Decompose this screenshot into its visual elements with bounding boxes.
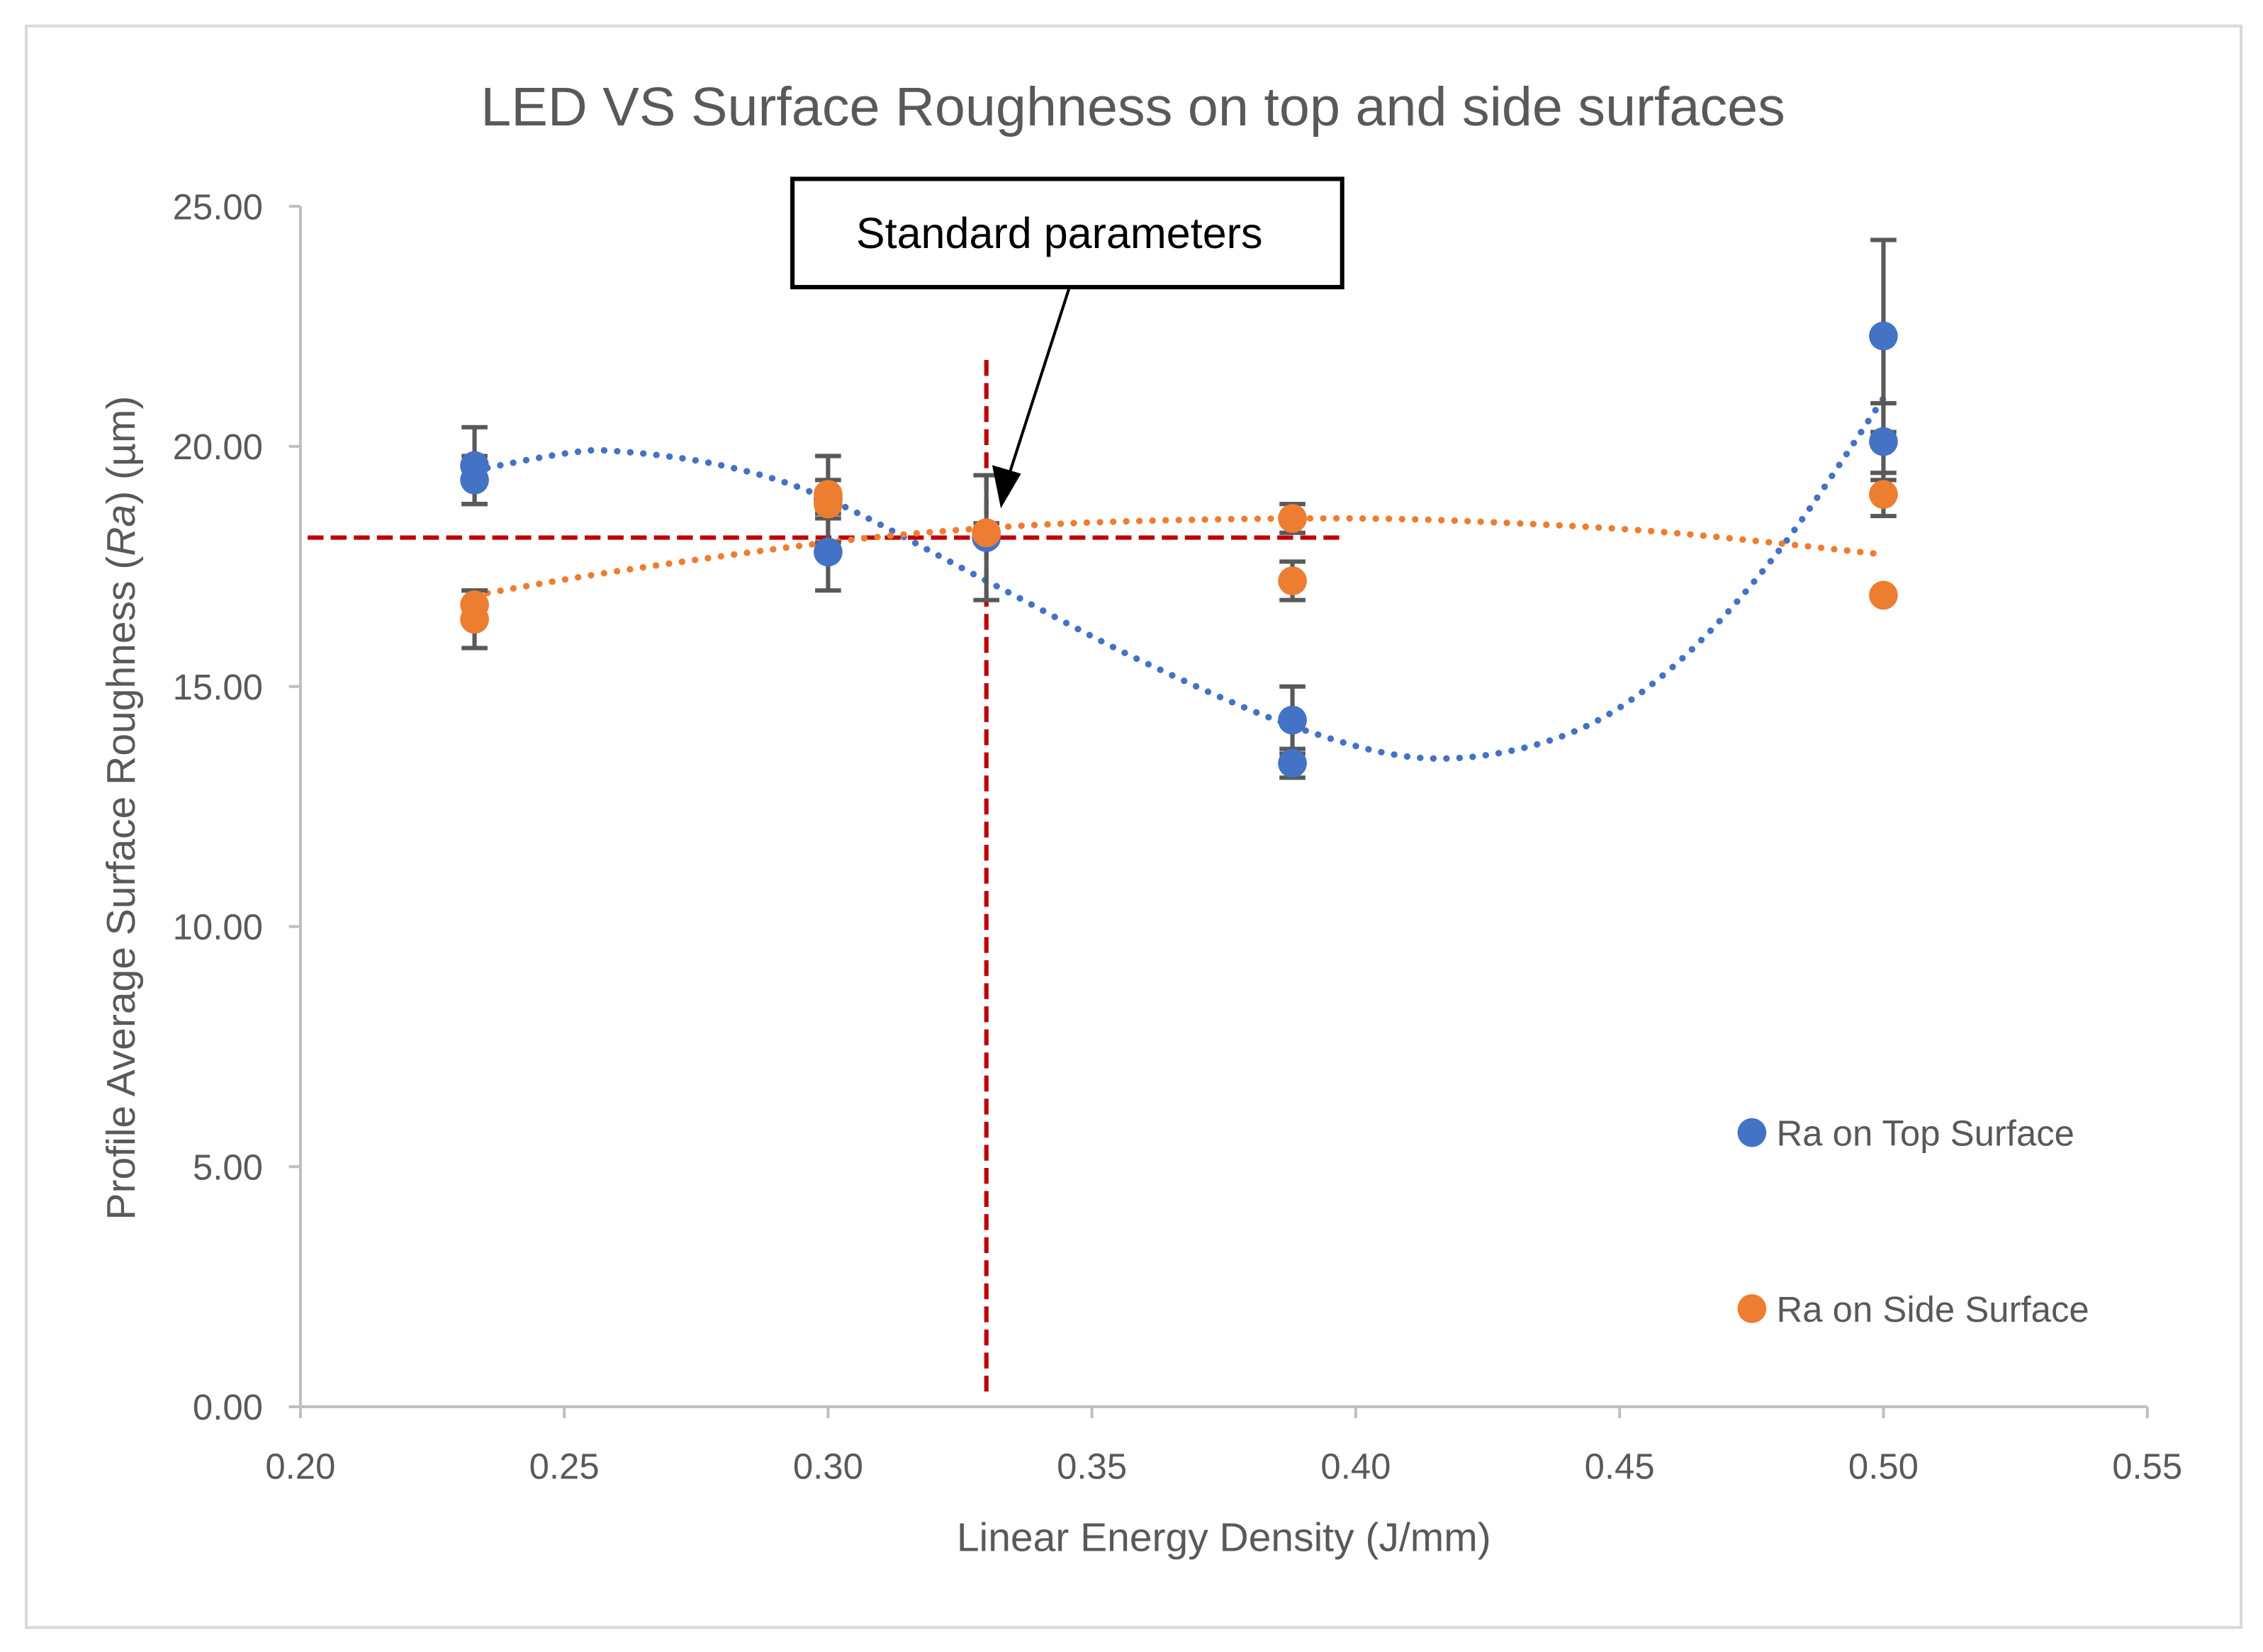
x-tick-label: 0.55 — [2112, 1446, 2182, 1487]
data-point-series-2 — [972, 518, 1001, 548]
legend: Ra on Top Surface Ra on Side Surface — [1737, 1113, 2089, 1330]
legend-label-series-1: Ra on Top Surface — [1777, 1113, 2074, 1153]
chart-frame — [25, 24, 2243, 1629]
trendlines — [471, 395, 1887, 762]
annotation: Standard parameters — [790, 176, 1344, 509]
annotation-arrowhead-icon — [992, 465, 1021, 509]
data-point-series-2 — [814, 489, 843, 519]
data-point-series-1 — [1869, 427, 1898, 456]
data-point-series-2 — [1869, 580, 1898, 610]
data-point-series-2 — [1278, 504, 1307, 533]
chart-title: LED VS Surface Roughness on top and side… — [481, 77, 1785, 137]
trendline-series-2 — [471, 515, 1887, 599]
y-tick-label: 15.00 — [173, 667, 263, 707]
annotation-box — [790, 176, 1344, 290]
data-point-series-1 — [814, 537, 843, 567]
axes: 0.00 5.00 10.00 15.00 20.00 25.00 0.20 0.25 0.30… — [173, 186, 2183, 1486]
x-axis-title: Linear Energy Density (J/mm) — [957, 1515, 1491, 1560]
data-point-series-2 — [460, 605, 489, 634]
data-point-series-1 — [1278, 748, 1307, 778]
x-tick-label: 0.40 — [1320, 1446, 1391, 1487]
y-tick-label: 10.00 — [173, 907, 263, 948]
y-tick-label: 0.00 — [193, 1387, 263, 1427]
x-tick-label: 0.50 — [1848, 1446, 1919, 1487]
data-point-series-1 — [1869, 321, 1898, 351]
annotation-arrow-line — [1005, 286, 1071, 483]
y-tick-label: 20.00 — [173, 427, 263, 467]
y-tick-label: 5.00 — [193, 1147, 263, 1187]
y-tick-label: 25.00 — [173, 186, 263, 227]
legend-marker-series-1 — [1737, 1118, 1767, 1147]
x-tick-label: 0.20 — [265, 1446, 335, 1487]
x-tick-label: 0.35 — [1057, 1446, 1127, 1487]
x-tick-label: 0.45 — [1585, 1446, 1655, 1487]
annotation-text: Standard parameters — [856, 209, 1263, 257]
data-point-series-2 — [1278, 566, 1307, 595]
data-point-series-1 — [460, 465, 489, 495]
data-point-series-1 — [1278, 705, 1307, 735]
y-axis-title: Profile Average Surface Roughness (Ra) (… — [99, 396, 144, 1220]
legend-marker-series-2 — [1737, 1294, 1767, 1323]
data-point-series-2 — [1869, 480, 1898, 509]
x-tick-label: 0.25 — [529, 1446, 600, 1487]
data-points — [460, 321, 1898, 778]
trendline-series-1 — [471, 395, 1887, 762]
legend-label-series-2: Ra on Side Surface — [1777, 1289, 2089, 1330]
x-tick-label: 0.30 — [793, 1446, 863, 1487]
